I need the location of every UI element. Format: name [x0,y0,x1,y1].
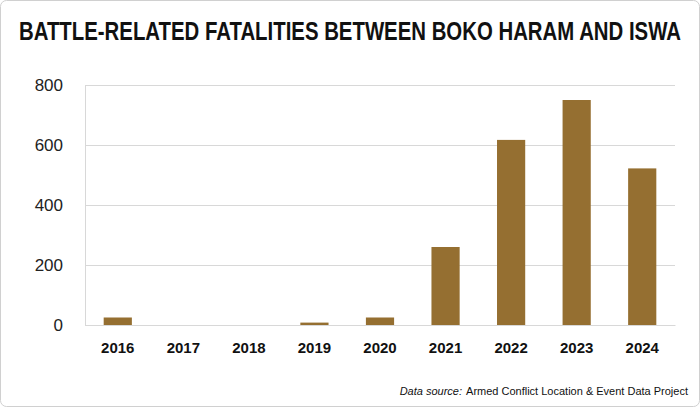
title: BATTLE-RELATED FATALITIES BETWEEN BOKO H… [19,17,681,45]
x-axis: 2016 2017 2018 2019 2020 2021 2022 2023 2024 [86,325,676,356]
x-tick-label: 2020 [363,339,396,356]
y-tick: 800 [35,76,675,95]
x-axis-line [86,325,676,326]
bar [366,318,394,326]
source: Data source: Armed Conflict Location & Ev… [400,385,688,397]
y-axis-line [86,86,676,326]
x-tick: 2021 [429,325,462,356]
x-tick-label: 2019 [298,339,331,356]
x-tick: 2022 [494,325,527,356]
y-tick-label: 800 [35,76,63,95]
y-tick-label: 600 [35,136,63,155]
grid-line [85,85,675,86]
grid-line [85,325,675,326]
chart: BATTLE-RELATED FATALITIES BETWEEN BOKO H… [0,0,700,407]
x-tick-label: 2021 [429,339,462,356]
frame [1,1,700,407]
y-tick-label: 400 [35,196,63,215]
y-tick-label: 0 [54,316,63,335]
bar [104,318,132,326]
y-tick-label: 200 [35,256,63,275]
x-tick: 2020 [363,325,396,356]
x-tick-label: 2023 [560,339,593,356]
bars [104,100,657,325]
x-tick-label: 2022 [494,339,527,356]
x-tick-label: 2024 [626,339,660,356]
bar [235,325,263,326]
x-tick: 2018 [232,325,265,356]
bar [628,168,656,325]
x-tick: 2024 [626,325,660,356]
bar [169,325,197,326]
source-label: Data source: [400,385,462,397]
x-tick: 2017 [167,325,200,356]
source-text: Armed Conflict Location & Event Data Pro… [466,385,688,397]
x-tick-label: 2017 [167,339,200,356]
bar [563,100,591,325]
bar [300,323,328,325]
x-tick: 2023 [560,325,593,356]
y-axis: 0 200 400 600 800 [35,76,675,335]
bar [497,140,525,325]
bar [431,247,459,325]
x-tick-label: 2018 [232,339,265,356]
x-tick: 2016 [101,325,134,356]
x-tick: 2019 [298,325,331,356]
x-tick-label: 2016 [101,339,134,356]
